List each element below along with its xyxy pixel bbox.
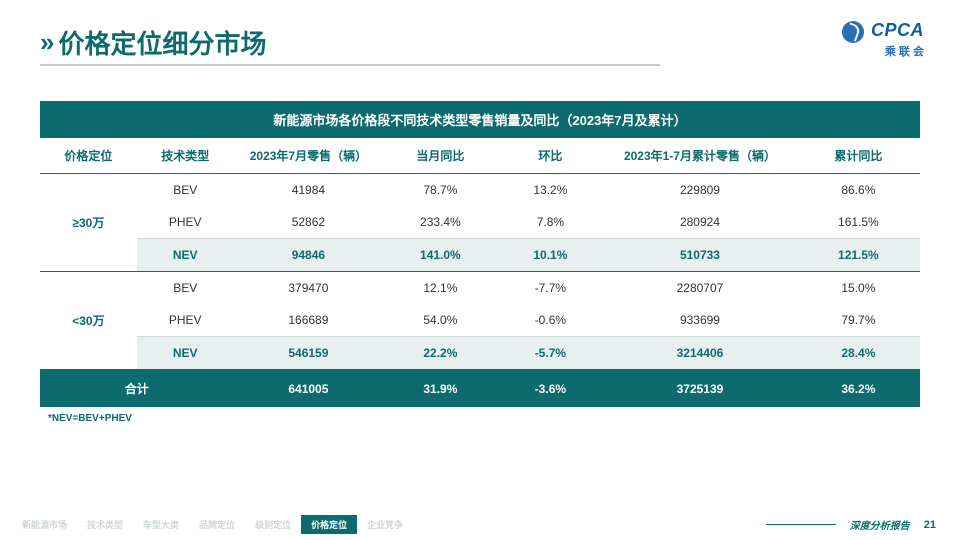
table-cell: -3.6%: [498, 370, 604, 408]
table-cell: PHEV: [137, 304, 234, 337]
table-cell: 86.6%: [797, 174, 920, 207]
footer-tab[interactable]: 新能源市场: [12, 515, 77, 534]
table-cell: -5.7%: [498, 337, 604, 370]
footer-tab[interactable]: 车型大类: [133, 515, 189, 534]
chevrons-icon: »: [40, 27, 48, 58]
footer-tab[interactable]: 级别定位: [245, 515, 301, 534]
logo-subtext: 乘 联 会: [842, 43, 924, 59]
footer-label: 深度分析报告: [850, 517, 910, 532]
table-cell: 31.9%: [383, 370, 497, 408]
total-label-cell: 合计: [40, 370, 234, 408]
table-row: PHEV52862233.4%7.8%280924161.5%: [40, 206, 920, 239]
table-cell: -0.6%: [498, 304, 604, 337]
nev-subtotal-row: NEV54615922.2%-5.7%321440628.4%: [40, 337, 920, 370]
table-cell: 641005: [234, 370, 384, 408]
logo: CPCA 乘 联 会: [842, 20, 924, 59]
table-cell: 28.4%: [797, 337, 920, 370]
table-cell: 54.0%: [383, 304, 497, 337]
table-cell: BEV: [137, 272, 234, 305]
table-cell: 121.5%: [797, 239, 920, 272]
table-cell: 78.7%: [383, 174, 497, 207]
table-row: ≥30万BEV4198478.7%13.2%22980986.6%: [40, 174, 920, 207]
table-cell: 12.1%: [383, 272, 497, 305]
table-cell: 166689: [234, 304, 384, 337]
table-cell: 229809: [603, 174, 797, 207]
table-cell: 2280707: [603, 272, 797, 305]
data-table-container: 新能源市场各价格段不同技术类型零售销量及同比（2023年7月及累计） 价格定位技…: [40, 101, 920, 407]
table-cell: 280924: [603, 206, 797, 239]
data-table: 价格定位技术类型2023年7月零售（辆）当月同比环比2023年1-7月累计零售（…: [40, 138, 920, 407]
page-header: » 价格定位细分市场: [0, 0, 960, 71]
table-cell: 10.1%: [498, 239, 604, 272]
table-footnote: *NEV=BEV+PHEV: [48, 413, 920, 424]
table-cell: BEV: [137, 174, 234, 207]
table-body: ≥30万BEV4198478.7%13.2%22980986.6%PHEV528…: [40, 174, 920, 408]
logo-icon: [842, 21, 864, 43]
table-cell: 41984: [234, 174, 384, 207]
title-underline: [40, 64, 660, 66]
footer-right: 深度分析报告 21: [766, 517, 936, 532]
table-cell: 161.5%: [797, 206, 920, 239]
table-cell: 79.7%: [797, 304, 920, 337]
footer-tab[interactable]: 价格定位: [301, 515, 357, 534]
footer-tab[interactable]: 企业竞争: [357, 515, 413, 534]
table-cell: NEV: [137, 337, 234, 370]
column-header: 环比: [498, 138, 604, 174]
footer-tab[interactable]: 技术类型: [77, 515, 133, 534]
table-cell: 36.2%: [797, 370, 920, 408]
total-row: 合计64100531.9%-3.6%372513936.2%: [40, 370, 920, 408]
table-header: 价格定位技术类型2023年7月零售（辆）当月同比环比2023年1-7月累计零售（…: [40, 138, 920, 174]
table-cell: 546159: [234, 337, 384, 370]
table-title: 新能源市场各价格段不同技术类型零售销量及同比（2023年7月及累计）: [40, 101, 920, 138]
table-cell: 510733: [603, 239, 797, 272]
table-cell: 22.2%: [383, 337, 497, 370]
table-cell: 13.2%: [498, 174, 604, 207]
table-row: PHEV16668954.0%-0.6%93369979.7%: [40, 304, 920, 337]
table-row: <30万BEV37947012.1%-7.7%228070715.0%: [40, 272, 920, 305]
column-header: 2023年7月零售（辆）: [234, 138, 384, 174]
table-cell: NEV: [137, 239, 234, 272]
footer-tabs: 新能源市场技术类型车型大类品牌定位级别定位价格定位企业竞争: [12, 515, 413, 534]
table-cell: 15.0%: [797, 272, 920, 305]
footer-tab[interactable]: 品牌定位: [189, 515, 245, 534]
column-header: 2023年1-7月累计零售（辆）: [603, 138, 797, 174]
table-cell: 3725139: [603, 370, 797, 408]
table-cell: 141.0%: [383, 239, 497, 272]
column-header: 技术类型: [137, 138, 234, 174]
table-cell: 933699: [603, 304, 797, 337]
table-cell: -7.7%: [498, 272, 604, 305]
logo-text: CPCA: [871, 20, 924, 40]
table-cell: 379470: [234, 272, 384, 305]
table-cell: 94846: [234, 239, 384, 272]
page-title: 价格定位细分市场: [58, 24, 266, 61]
price-group-cell: ≥30万: [40, 174, 137, 272]
table-cell: 233.4%: [383, 206, 497, 239]
price-group-cell: <30万: [40, 272, 137, 370]
table-cell: 52862: [234, 206, 384, 239]
table-cell: 3214406: [603, 337, 797, 370]
column-header: 当月同比: [383, 138, 497, 174]
page-number: 21: [924, 519, 936, 531]
table-cell: 7.8%: [498, 206, 604, 239]
nev-subtotal-row: NEV94846141.0%10.1%510733121.5%: [40, 239, 920, 272]
footer-line: [766, 524, 836, 525]
column-header: 价格定位: [40, 138, 137, 174]
page-footer: 新能源市场技术类型车型大类品牌定位级别定位价格定位企业竞争 深度分析报告 21: [0, 510, 960, 540]
column-header: 累计同比: [797, 138, 920, 174]
table-cell: PHEV: [137, 206, 234, 239]
